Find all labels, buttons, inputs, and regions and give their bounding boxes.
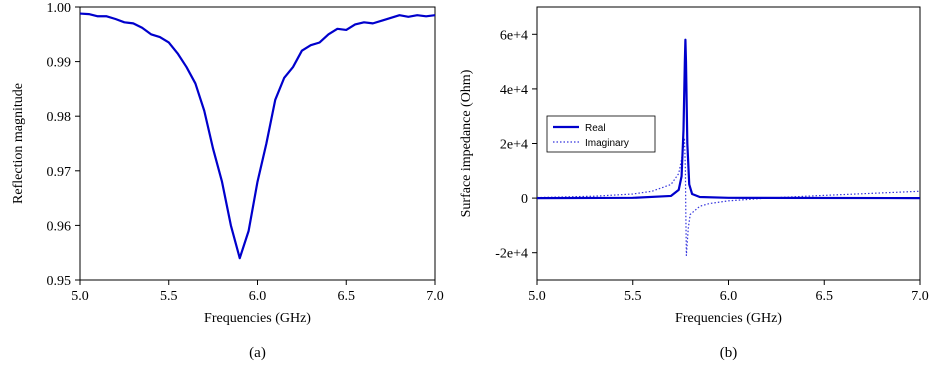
panel-caption: (b) bbox=[720, 345, 738, 361]
panel-b: 5.0 5.5 6.0 6.5 7.0 -2e+4 0 2e+4 4e+4 6e+4 Frequen… bbox=[459, 6, 929, 361]
y-tick-label: 0.96 bbox=[47, 219, 72, 234]
y-tick-label: 6e+4 bbox=[500, 28, 528, 43]
y-tick-label: 4e+4 bbox=[500, 83, 528, 98]
x-tick-label: 5.5 bbox=[160, 289, 178, 304]
x-tick-label: 6.0 bbox=[720, 289, 738, 304]
legend-label-real: Real bbox=[585, 123, 606, 134]
y-tick-label: -2e+4 bbox=[495, 247, 528, 262]
panel-a: 5.0 5.5 6.0 6.5 7.0 0.95 0.96 0.97 0.98 0.99 1.00 F… bbox=[11, 1, 444, 361]
y-tick-label: 0.95 bbox=[47, 274, 72, 289]
series-line-real bbox=[537, 38, 920, 200]
y-tick-label: 0.98 bbox=[47, 110, 72, 125]
y-axis-label: Surface impedance (Ohm) bbox=[459, 69, 474, 217]
y-tick-label: 1.00 bbox=[47, 1, 72, 16]
legend-box bbox=[546, 115, 656, 153]
x-tick-label: 7.0 bbox=[911, 289, 929, 304]
x-tick-label: 6.0 bbox=[249, 289, 267, 304]
x-tick-label: 6.5 bbox=[338, 289, 356, 304]
x-tick-label: 6.5 bbox=[816, 289, 834, 304]
y-axis-label: Reflection magnitude bbox=[11, 83, 26, 204]
y-tick-label: 2e+4 bbox=[500, 138, 528, 153]
y-tick-label: 0 bbox=[521, 192, 528, 207]
y-tick-label: 0.99 bbox=[47, 56, 72, 71]
legend-label-imaginary: Imaginary bbox=[585, 138, 629, 149]
plot-frame bbox=[79, 6, 436, 281]
x-axis-label: Frequencies (GHz) bbox=[675, 311, 782, 326]
series-line-imaginary bbox=[537, 137, 920, 257]
panel-caption: (a) bbox=[249, 345, 266, 361]
x-tick-label: 5.0 bbox=[528, 289, 546, 304]
series-line bbox=[80, 12, 435, 260]
x-axis-label: Frequencies (GHz) bbox=[204, 311, 311, 326]
y-tick-label: 0.97 bbox=[47, 165, 72, 180]
x-tick-label: 7.0 bbox=[426, 289, 444, 304]
x-tick-label: 5.0 bbox=[71, 289, 89, 304]
x-tick-label: 5.5 bbox=[624, 289, 642, 304]
